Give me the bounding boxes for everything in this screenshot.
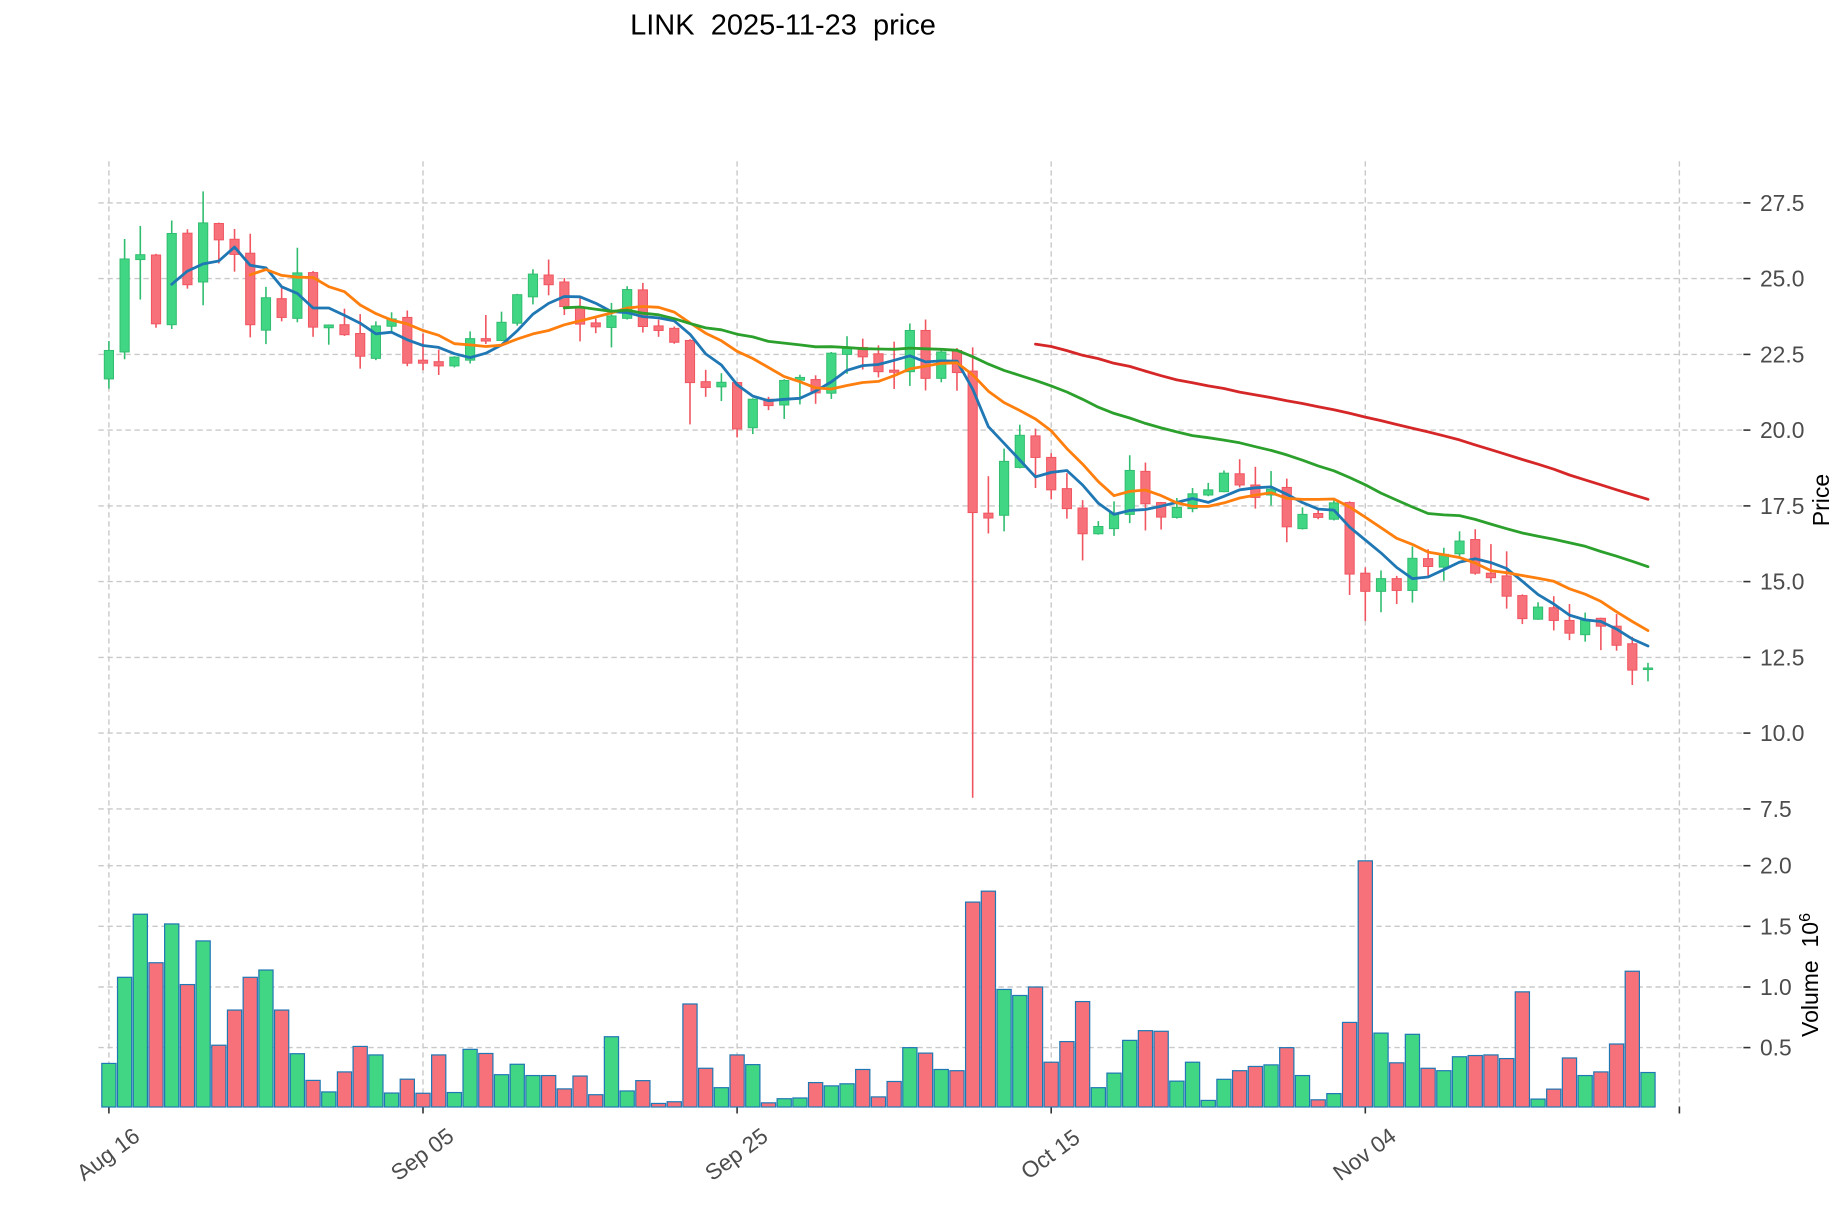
svg-text:0.5: 0.5 xyxy=(1760,1035,1792,1061)
svg-text:2.0: 2.0 xyxy=(1760,853,1792,879)
svg-text:20.0: 20.0 xyxy=(1760,417,1804,443)
svg-text:17.5: 17.5 xyxy=(1760,493,1804,519)
svg-text:25.0: 25.0 xyxy=(1760,266,1804,292)
svg-text:22.5: 22.5 xyxy=(1760,341,1804,367)
svg-text:27.5: 27.5 xyxy=(1760,190,1804,216)
svg-text:15.0: 15.0 xyxy=(1760,569,1804,595)
svg-text:12.5: 12.5 xyxy=(1760,644,1804,670)
svg-text:1.0: 1.0 xyxy=(1760,974,1792,1000)
svg-text:7.5: 7.5 xyxy=(1760,796,1792,822)
svg-text:Volume 106: Volume 106 xyxy=(1797,913,1824,1037)
svg-text:1.5: 1.5 xyxy=(1760,913,1792,939)
svg-text:Price: Price xyxy=(1808,474,1834,526)
svg-text:10.0: 10.0 xyxy=(1760,720,1804,746)
svg-text:LINK 2025-11-23 price: LINK 2025-11-23 price xyxy=(630,10,936,42)
